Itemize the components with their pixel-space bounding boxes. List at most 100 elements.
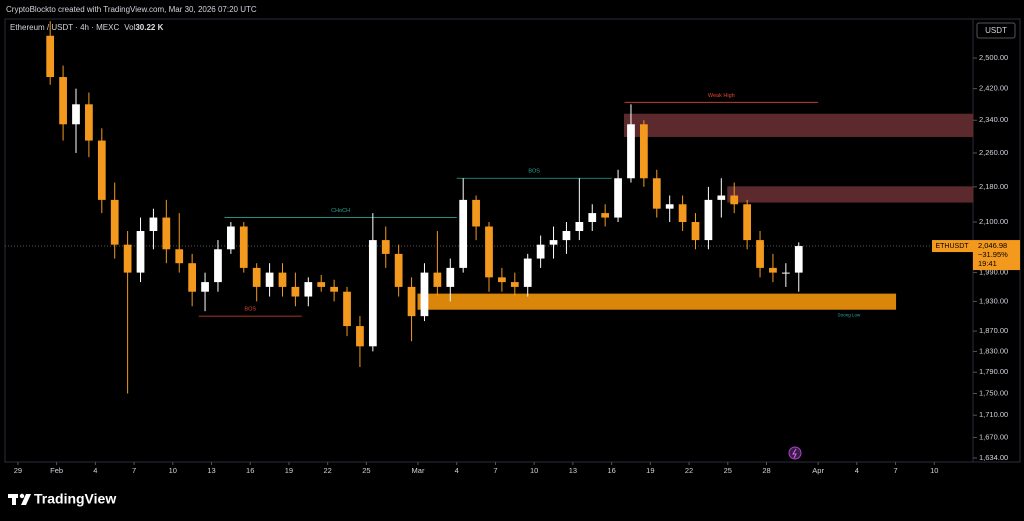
structure-label: BOS [244, 307, 256, 313]
x-tick-label: 28 [762, 466, 770, 475]
candle-body [665, 204, 674, 209]
candle [588, 204, 597, 232]
candle [459, 178, 468, 273]
candle [343, 286, 351, 337]
y-tick-label: 2,500.00 [979, 53, 1008, 62]
candle-body [278, 272, 287, 287]
candle [162, 199, 171, 264]
candle [652, 169, 661, 218]
y-tick-label: 2,420.00 [979, 84, 1008, 93]
candle [123, 231, 132, 394]
candle-body [781, 272, 790, 274]
candle-body [175, 249, 184, 264]
candle-body [756, 240, 764, 268]
x-tick-label: Mar [412, 466, 425, 475]
zone [727, 186, 974, 203]
x-tick-label: 16 [246, 466, 254, 475]
x-tick-label: 4 [855, 466, 859, 475]
candle [717, 178, 726, 218]
candle [769, 253, 777, 283]
candle-body [549, 240, 558, 245]
x-tick-label: 19 [285, 466, 293, 475]
x-tick-label: 10 [169, 466, 177, 475]
candle [781, 263, 790, 287]
candle-body [588, 213, 597, 223]
candle-body [536, 244, 545, 259]
candle-body [575, 222, 584, 232]
candle [239, 222, 248, 273]
y-tick-label: 2,100.00 [979, 217, 1008, 226]
candle-body [614, 178, 622, 218]
candle [214, 240, 222, 292]
candle-body [433, 272, 442, 287]
candle-body [317, 282, 326, 287]
candle [201, 272, 209, 312]
y-tick-label: 1,710.00 [979, 410, 1008, 419]
candle-body [717, 195, 726, 200]
candle [226, 222, 235, 254]
y-tick-label: 1,750.00 [979, 388, 1008, 397]
price-badge [973, 240, 1020, 271]
candle-body [446, 267, 455, 287]
candle [665, 195, 674, 223]
x-tick-label: 4 [93, 466, 97, 475]
candle [523, 253, 532, 297]
x-tick-label: 16 [607, 466, 615, 475]
chart-title: Ethereum / USDT · 4h · MEXC Vol30.22 K [10, 23, 164, 32]
candle-body [368, 240, 377, 347]
last-price: 2,046.98 [978, 241, 1007, 250]
x-tick-label: 10 [930, 466, 938, 475]
candle-body [769, 267, 777, 273]
x-tick-label: 10 [530, 466, 538, 475]
candle-body [265, 272, 274, 287]
candle [59, 65, 67, 141]
countdown: 19:41 [978, 259, 997, 268]
candle-body [704, 199, 713, 241]
candle-body [640, 124, 648, 179]
candle [691, 213, 700, 250]
candle [46, 21, 55, 85]
candle-body [407, 286, 416, 317]
currency-box [976, 22, 1016, 39]
title: Ethereum / USDT · 4h · MEXC [10, 23, 119, 32]
structure-label: CHoCH [331, 208, 350, 214]
y-tick-label: 1,830.00 [979, 346, 1008, 355]
y-tick-label: 1,930.00 [979, 296, 1008, 305]
candle-body [343, 291, 351, 327]
candle-body [678, 204, 687, 223]
x-tick-label: 7 [493, 466, 497, 475]
candle [97, 128, 106, 214]
candle-body [239, 226, 248, 268]
candle-body [214, 249, 222, 283]
candle-body [498, 277, 506, 283]
y-tick-label: 2,260.00 [979, 148, 1008, 157]
x-tick-label: 13 [207, 466, 215, 475]
footer [0, 483, 1024, 521]
candle-body [381, 240, 390, 254]
candle-body [394, 253, 403, 287]
candle [794, 242, 803, 292]
x-tick-label: Apr [812, 466, 824, 475]
candle [756, 231, 764, 278]
y-tick-label: 1,790.00 [979, 367, 1008, 376]
candle-body [188, 263, 197, 292]
candle [601, 204, 610, 227]
x-tick-label: 25 [724, 466, 732, 475]
candle-body [162, 217, 171, 250]
candle [433, 231, 442, 297]
y-tick-label: 1,634.00 [979, 453, 1008, 462]
candle-body [291, 286, 300, 297]
structure-label: Weak High [708, 93, 735, 99]
candle-body [72, 104, 80, 125]
event-icon [788, 446, 802, 460]
candle [265, 263, 274, 297]
candle [743, 199, 752, 250]
candle-body [123, 244, 132, 273]
candle [510, 272, 519, 297]
candle-body [601, 213, 610, 218]
candle [614, 169, 622, 223]
candle [446, 258, 455, 302]
candle [317, 274, 326, 292]
